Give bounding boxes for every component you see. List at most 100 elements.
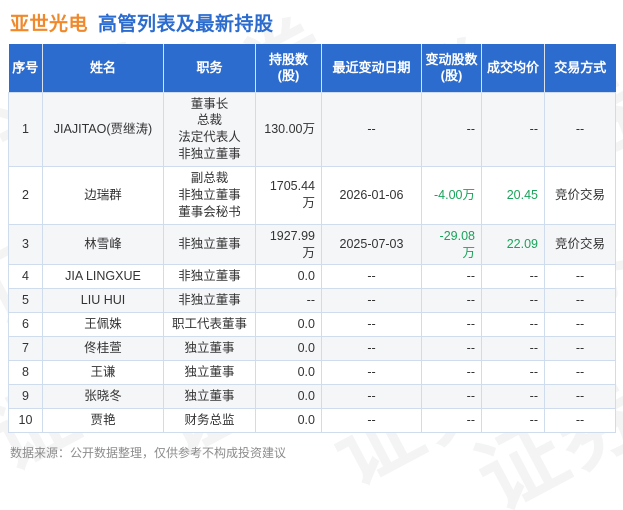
table-row[interactable]: 7 佟桂萱 独立董事 0.0 -- -- -- --: [8, 336, 616, 361]
table-row[interactable]: 9 张晓冬 独立董事 0.0 -- -- -- --: [8, 383, 616, 409]
column-header-label: 变动股数: [425, 51, 478, 67]
cell-shares: 0.0: [255, 336, 322, 361]
report-title: 高管列表及最新持股: [98, 14, 274, 35]
column-header-label: 持股数: [268, 51, 308, 67]
cell-shares: 0.0: [255, 264, 322, 290]
cell-avg-price: --: [481, 264, 545, 290]
cell-change-shares: --: [421, 288, 482, 314]
column-header: 职务: [163, 44, 256, 92]
table-row[interactable]: 4 JIA LINGXUE 非独立董事 0.0 -- -- -- --: [8, 264, 616, 290]
cell-change-shares: -29.08万: [421, 223, 482, 266]
column-header: 最近变动日期: [321, 44, 422, 92]
cell-name: 边瑞群: [42, 166, 164, 225]
cell-trade-type: --: [544, 91, 616, 167]
cell-index: 3: [8, 223, 43, 266]
cell-shares: 0.0: [255, 383, 322, 409]
position-line: 非独立董事: [178, 187, 241, 202]
cell-trade-type: 竞价交易: [544, 223, 616, 266]
cell-last-change-date: 2026-01-06: [321, 166, 422, 225]
cell-positions: 职工代表董事: [163, 312, 256, 337]
cell-change-shares: --: [421, 312, 482, 337]
executives-table: 序号 姓名 职务 持股数 (股) 最近变动日期 变动股数 (股) 成交均价 交易方式 1 JIAJI…: [8, 44, 616, 433]
cell-positions: 财务总监: [163, 407, 256, 433]
column-header: 序号: [8, 44, 43, 92]
table-row[interactable]: 1 JIAJITAO(贾继涛) 董事长 总裁 法定代表人 非独立董事 130.00万 -- --…: [8, 91, 616, 167]
page-root: 亚世光电 高管列表及最新持股 序号 姓名 职务 持股数 (股) 最近变动日期 变动股数 (股) 成…: [8, 0, 616, 460]
column-header: 持股数 (股): [255, 44, 322, 92]
column-header-label: 最近变动日期: [332, 59, 411, 75]
position-line: 职工代表董事: [171, 317, 247, 332]
cell-shares: --: [255, 288, 322, 314]
cell-positions: 非独立董事: [163, 264, 256, 290]
cell-index: 2: [8, 166, 43, 225]
cell-name: JIA LINGXUE: [42, 264, 164, 290]
cell-change-shares: --: [421, 264, 482, 290]
cell-positions: 独立董事: [163, 359, 256, 385]
cell-index: 6: [8, 312, 43, 337]
cell-index: 9: [8, 383, 43, 409]
table-row[interactable]: 6 王佩姝 职工代表董事 0.0 -- -- -- --: [8, 312, 616, 337]
cell-positions: 独立董事: [163, 336, 256, 361]
cell-last-change-date: --: [321, 264, 422, 290]
company-name: 亚世光电: [10, 14, 89, 35]
cell-shares: 130.00万: [255, 91, 322, 167]
page-title: 亚世光电 高管列表及最新持股: [8, 0, 615, 44]
cell-trade-type: --: [544, 312, 616, 337]
table-body: 1 JIAJITAO(贾继涛) 董事长 总裁 法定代表人 非独立董事 130.00万 -- --…: [8, 91, 616, 433]
column-header-unit: (股): [277, 67, 300, 83]
cell-index: 1: [8, 91, 43, 167]
cell-positions: 董事长 总裁 法定代表人 非独立董事: [163, 91, 256, 167]
column-header-label: 序号: [12, 59, 39, 75]
table-row[interactable]: 2 边瑞群 副总裁 非独立董事 董事会秘书 1705.44万 2026-01-06 -4.00…: [8, 166, 616, 225]
cell-name: 林雪峰: [42, 223, 164, 266]
cell-positions: 非独立董事: [163, 288, 256, 314]
cell-avg-price: --: [481, 288, 545, 314]
position-line: 非独立董事: [178, 293, 241, 308]
cell-trade-type: --: [544, 264, 616, 290]
cell-shares: 0.0: [255, 359, 322, 385]
cell-last-change-date: --: [321, 312, 422, 337]
cell-name: 佟桂萱: [42, 336, 164, 361]
position-line: 独立董事: [184, 364, 235, 379]
cell-change-shares: -4.00万: [421, 166, 482, 225]
column-header: 变动股数 (股): [421, 44, 482, 92]
cell-change-shares: --: [421, 407, 482, 433]
table-row[interactable]: 10 贾艳 财务总监 0.0 -- -- -- --: [8, 407, 616, 433]
cell-index: 5: [8, 288, 43, 314]
cell-index: 4: [8, 264, 43, 290]
cell-change-shares: --: [421, 91, 482, 167]
cell-avg-price: --: [481, 407, 545, 433]
column-header: 成交均价: [481, 44, 545, 92]
column-header-label: 成交均价: [486, 59, 539, 75]
cell-last-change-date: --: [321, 383, 422, 409]
cell-avg-price-value: 20.45: [506, 187, 538, 202]
table-row[interactable]: 5 LIU HUI 非独立董事 -- -- -- -- --: [8, 288, 616, 314]
cell-avg-price: --: [481, 336, 545, 361]
cell-last-change-date: --: [321, 288, 422, 314]
cell-change-shares: --: [421, 336, 482, 361]
column-header-unit: (股): [440, 67, 463, 83]
cell-last-change-date: --: [321, 359, 422, 385]
cell-change-shares: --: [421, 383, 482, 409]
cell-trade-type: 竞价交易: [544, 166, 616, 225]
cell-trade-type: --: [544, 288, 616, 314]
cell-last-change-date: 2025-07-03: [321, 223, 422, 266]
position-line: 财务总监: [184, 412, 235, 427]
cell-trade-type: --: [544, 383, 616, 409]
table-row[interactable]: 3 林雪峰 非独立董事 1927.99万 2025-07-03 -29.08万 22.09 竞…: [8, 223, 616, 266]
table-row[interactable]: 8 王谦 独立董事 0.0 -- -- -- --: [8, 359, 616, 385]
cell-trade-type: --: [544, 407, 616, 433]
cell-name: JIAJITAO(贾继涛): [42, 91, 164, 167]
cell-trade-type: --: [544, 359, 616, 385]
column-header-label: 职务: [196, 59, 223, 75]
cell-avg-price: 20.45: [481, 166, 545, 225]
position-line: 独立董事: [184, 388, 235, 403]
cell-shares: 1705.44万: [255, 166, 322, 225]
position-line: 董事长: [190, 96, 229, 111]
cell-index: 10: [8, 407, 43, 433]
cell-avg-price-value: 22.09: [506, 237, 538, 252]
cell-shares: 0.0: [255, 312, 322, 337]
position-line: 独立董事: [184, 341, 235, 355]
table-header: 序号 姓名 职务 持股数 (股) 最近变动日期 变动股数 (股) 成交均价 交易方式: [8, 44, 616, 92]
cell-shares: 1927.99万: [255, 223, 322, 266]
